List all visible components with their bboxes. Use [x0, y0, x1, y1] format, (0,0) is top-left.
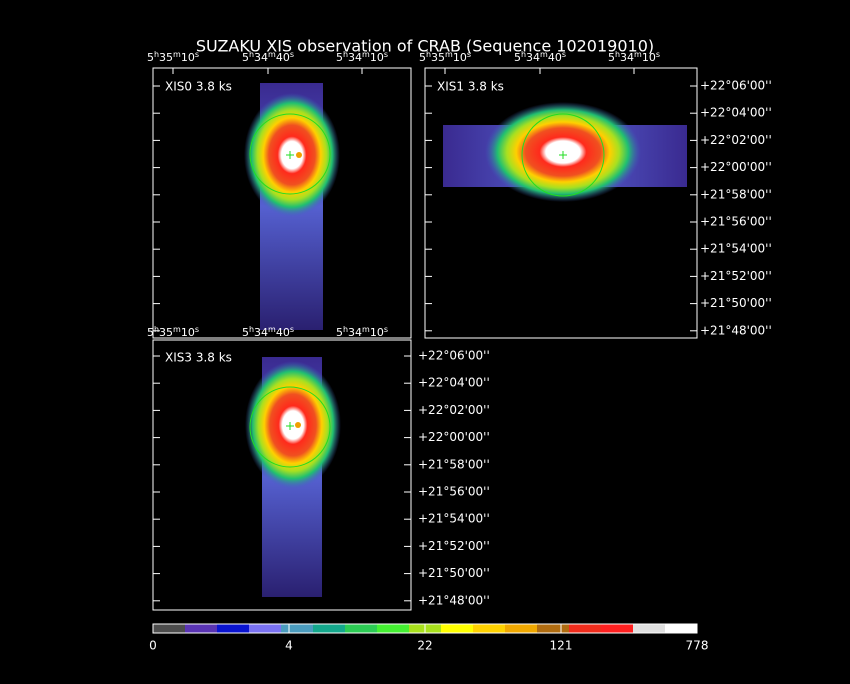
dec-label: +21°50'00''	[418, 566, 490, 580]
colorbar-label: 0	[149, 639, 157, 653]
colorbar-segment	[601, 624, 634, 633]
colorbar-segment	[281, 624, 314, 633]
colorbar-label: 121	[550, 639, 573, 653]
panel-frame	[424, 67, 698, 339]
dec-label: +21°48'00''	[418, 593, 490, 607]
dec-label: +22°02'00''	[700, 133, 772, 147]
colorbar-segment	[633, 624, 666, 633]
axis-ticks	[153, 68, 697, 602]
colorbar-segment	[473, 624, 506, 633]
ra-label: 5h34m10s	[336, 325, 388, 340]
colorbar-segment	[665, 624, 698, 633]
colorbar-segment	[345, 624, 378, 633]
colorbar-segment	[185, 624, 218, 633]
colorbar-segment	[153, 624, 186, 633]
colorbar-label: 22	[417, 639, 432, 653]
colorbar-label: 778	[686, 639, 709, 653]
colorbar-segment	[441, 624, 474, 633]
dec-label: +21°54'00''	[418, 512, 490, 526]
dec-label: +22°00'00''	[700, 160, 772, 174]
panel-frame	[152, 339, 412, 611]
panel-label: XIS0 3.8 ks	[165, 80, 232, 94]
colorbar-segment	[377, 624, 410, 633]
colorbar-segment	[505, 624, 538, 633]
panel-frame	[152, 67, 412, 339]
dec-label: +21°56'00''	[418, 485, 490, 499]
panel-label: XIS1 3.8 ks	[437, 80, 504, 94]
xis0-image	[244, 83, 340, 330]
colorbar: 0 4 22 121 778	[149, 623, 709, 653]
ra-label: 5h35m10s	[419, 50, 471, 65]
dec-label: +21°52'00''	[700, 269, 772, 283]
ra-label: 5h34m40s	[242, 50, 294, 65]
axis-labels: 5h35m10s 5h34m40s 5h34m10s 5h35m10s 5h34m40s…	[147, 50, 772, 608]
ra-label: 5h35m10s	[147, 325, 199, 340]
dec-label: +22°02'00''	[418, 403, 490, 417]
dec-label: +21°58'00''	[700, 187, 772, 201]
ra-label: 5h34m10s	[336, 50, 388, 65]
dec-label: +22°06'00''	[418, 349, 490, 363]
colorbar-segment	[313, 624, 346, 633]
dec-label: +21°52'00''	[418, 539, 490, 553]
dec-label: +22°04'00''	[700, 106, 772, 120]
xis1-image	[443, 102, 687, 202]
dec-label: +21°50'00''	[700, 296, 772, 310]
dec-label: +21°54'00''	[700, 242, 772, 256]
dec-label: +22°00'00''	[418, 430, 490, 444]
ra-label: 5h34m10s	[608, 50, 660, 65]
xis3-image	[245, 357, 341, 597]
ra-label: 5h34m40s	[242, 325, 294, 340]
colorbar-segment	[537, 624, 570, 633]
dec-label: +21°56'00''	[700, 215, 772, 229]
ra-label: 5h34m40s	[514, 50, 566, 65]
dec-label: +22°04'00''	[418, 376, 490, 390]
dec-label: +21°58'00''	[418, 457, 490, 471]
dec-label: +21°48'00''	[700, 323, 772, 337]
ra-label: 5h35m10s	[147, 50, 199, 65]
colorbar-label: 4	[285, 639, 293, 653]
dec-label: +22°06'00''	[700, 79, 772, 93]
title: SUZAKU XIS observation of CRAB (Sequence…	[196, 37, 654, 56]
colorbar-segment	[249, 624, 282, 633]
colorbar-segment	[569, 624, 602, 633]
panel-label: XIS3 3.8 ks	[165, 351, 232, 365]
colorbar-segment	[217, 624, 250, 633]
